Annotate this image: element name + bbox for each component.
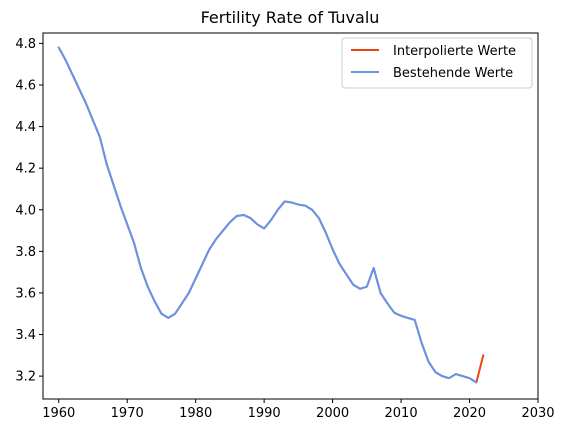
x-tick-label: 2010 <box>385 406 418 421</box>
y-axis: 3.2 3.4 3.6 3.8 4.0 4.2 4.4 4.6 4.8 <box>15 37 43 385</box>
x-tick-label: 1960 <box>42 406 75 421</box>
legend: Interpolierte Werte Bestehende Werte <box>341 37 533 89</box>
axes-border <box>42 32 539 400</box>
x-tick-label: 2020 <box>453 406 486 421</box>
legend-label-existing: Bestehende Werte <box>393 66 513 81</box>
series-layer <box>57 46 485 384</box>
y-tick-label: 4.2 <box>15 162 36 177</box>
y-tick-label: 3.6 <box>15 286 36 301</box>
x-axis: 1960 1970 1980 1990 2000 2010 2020 2030 <box>42 399 555 421</box>
x-tick-label: 1980 <box>179 406 212 421</box>
chart-title: Fertility Rate of Tuvalu <box>201 8 380 27</box>
x-tick-label: 2030 <box>521 406 554 421</box>
y-tick-label: 4.0 <box>15 203 36 218</box>
y-tick-label: 3.8 <box>15 245 36 260</box>
y-tick-label: 3.4 <box>15 328 36 343</box>
series-line-existing <box>57 46 478 384</box>
y-tick-label: 4.6 <box>15 78 36 93</box>
y-tick-label: 3.2 <box>15 370 36 385</box>
y-tick-label: 4.4 <box>15 120 36 135</box>
x-tick-label: 1990 <box>248 406 281 421</box>
plot-area <box>42 32 539 400</box>
legend-box <box>341 37 533 89</box>
plot-frame <box>43 33 538 399</box>
x-tick-label: 2000 <box>316 406 349 421</box>
axes-frame <box>42 32 539 400</box>
legend-label-interpolated: Interpolierte Werte <box>393 44 516 59</box>
y-tick-label: 4.8 <box>15 37 36 52</box>
x-tick-label: 1970 <box>111 406 144 421</box>
